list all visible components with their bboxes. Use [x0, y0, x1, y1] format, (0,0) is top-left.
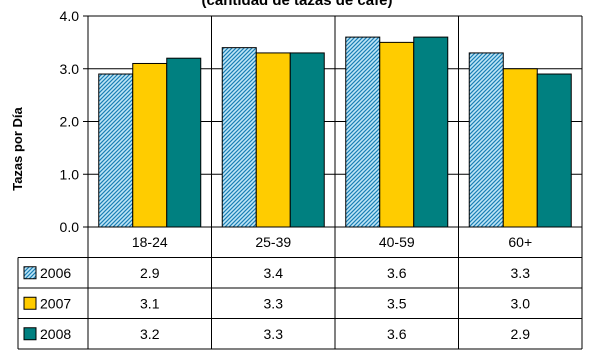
- bar-2007-60+: [502, 68, 538, 228]
- bar-2008-60+: [536, 73, 572, 228]
- data-label: 2.9: [511, 326, 531, 342]
- legend-swatch-2007: [23, 296, 37, 310]
- chart-title: (cantidad de tazas de café): [202, 0, 393, 9]
- data-label: 3.4: [264, 265, 284, 281]
- data-label: 3.1: [140, 295, 160, 311]
- legend-label-2006: 2006: [40, 265, 71, 281]
- legend-label-2007: 2007: [40, 295, 71, 311]
- bar-2006-60+: [468, 52, 504, 228]
- bar-2008-25-39: [289, 52, 325, 228]
- data-label: 3.5: [387, 295, 407, 311]
- category-label: 18-24: [132, 234, 168, 250]
- bar-2008-18-24: [166, 57, 202, 228]
- bar-2007-25-39: [255, 52, 291, 228]
- bar-2006-25-39: [221, 47, 257, 228]
- bar-2007-40-59: [379, 41, 415, 228]
- bar-2007-18-24: [132, 62, 168, 228]
- bar-2008-40-59: [413, 36, 449, 228]
- data-label: 3.3: [264, 326, 284, 342]
- data-label: 3.3: [511, 265, 531, 281]
- y-tick-label: 1.0: [60, 166, 80, 182]
- y-tick-label: 0.0: [60, 219, 80, 235]
- bar-2006-40-59: [345, 36, 381, 228]
- data-label: 2.9: [140, 265, 160, 281]
- data-label: 3.2: [140, 326, 160, 342]
- data-label: 3.6: [387, 265, 407, 281]
- legend-swatch-2008: [23, 327, 37, 341]
- y-tick-label: 4.0: [60, 8, 80, 24]
- y-tick-label: 2.0: [60, 114, 80, 130]
- data-table: 18-24 25-39 40-59 60+ 2006 2.9 3.4 3.6 3.3 2007 3.…: [17, 16, 583, 350]
- y-axis-label: Tazas por Día: [10, 106, 25, 190]
- data-label: 3.3: [264, 295, 284, 311]
- data-label: 3.6: [387, 326, 407, 342]
- y-tick-labels: 0.0 1.0 2.0 3.0 4.0: [60, 8, 80, 235]
- category-label: 60+: [508, 234, 532, 250]
- legend-label-2008: 2008: [40, 326, 71, 342]
- bars: [98, 36, 572, 228]
- category-label: 40-59: [379, 234, 415, 250]
- y-tick-label: 3.0: [60, 61, 80, 77]
- bar-2006-18-24: [98, 73, 134, 228]
- category-label: 25-39: [255, 234, 291, 250]
- legend-swatch-2006: [23, 266, 37, 280]
- data-label: 3.0: [511, 295, 531, 311]
